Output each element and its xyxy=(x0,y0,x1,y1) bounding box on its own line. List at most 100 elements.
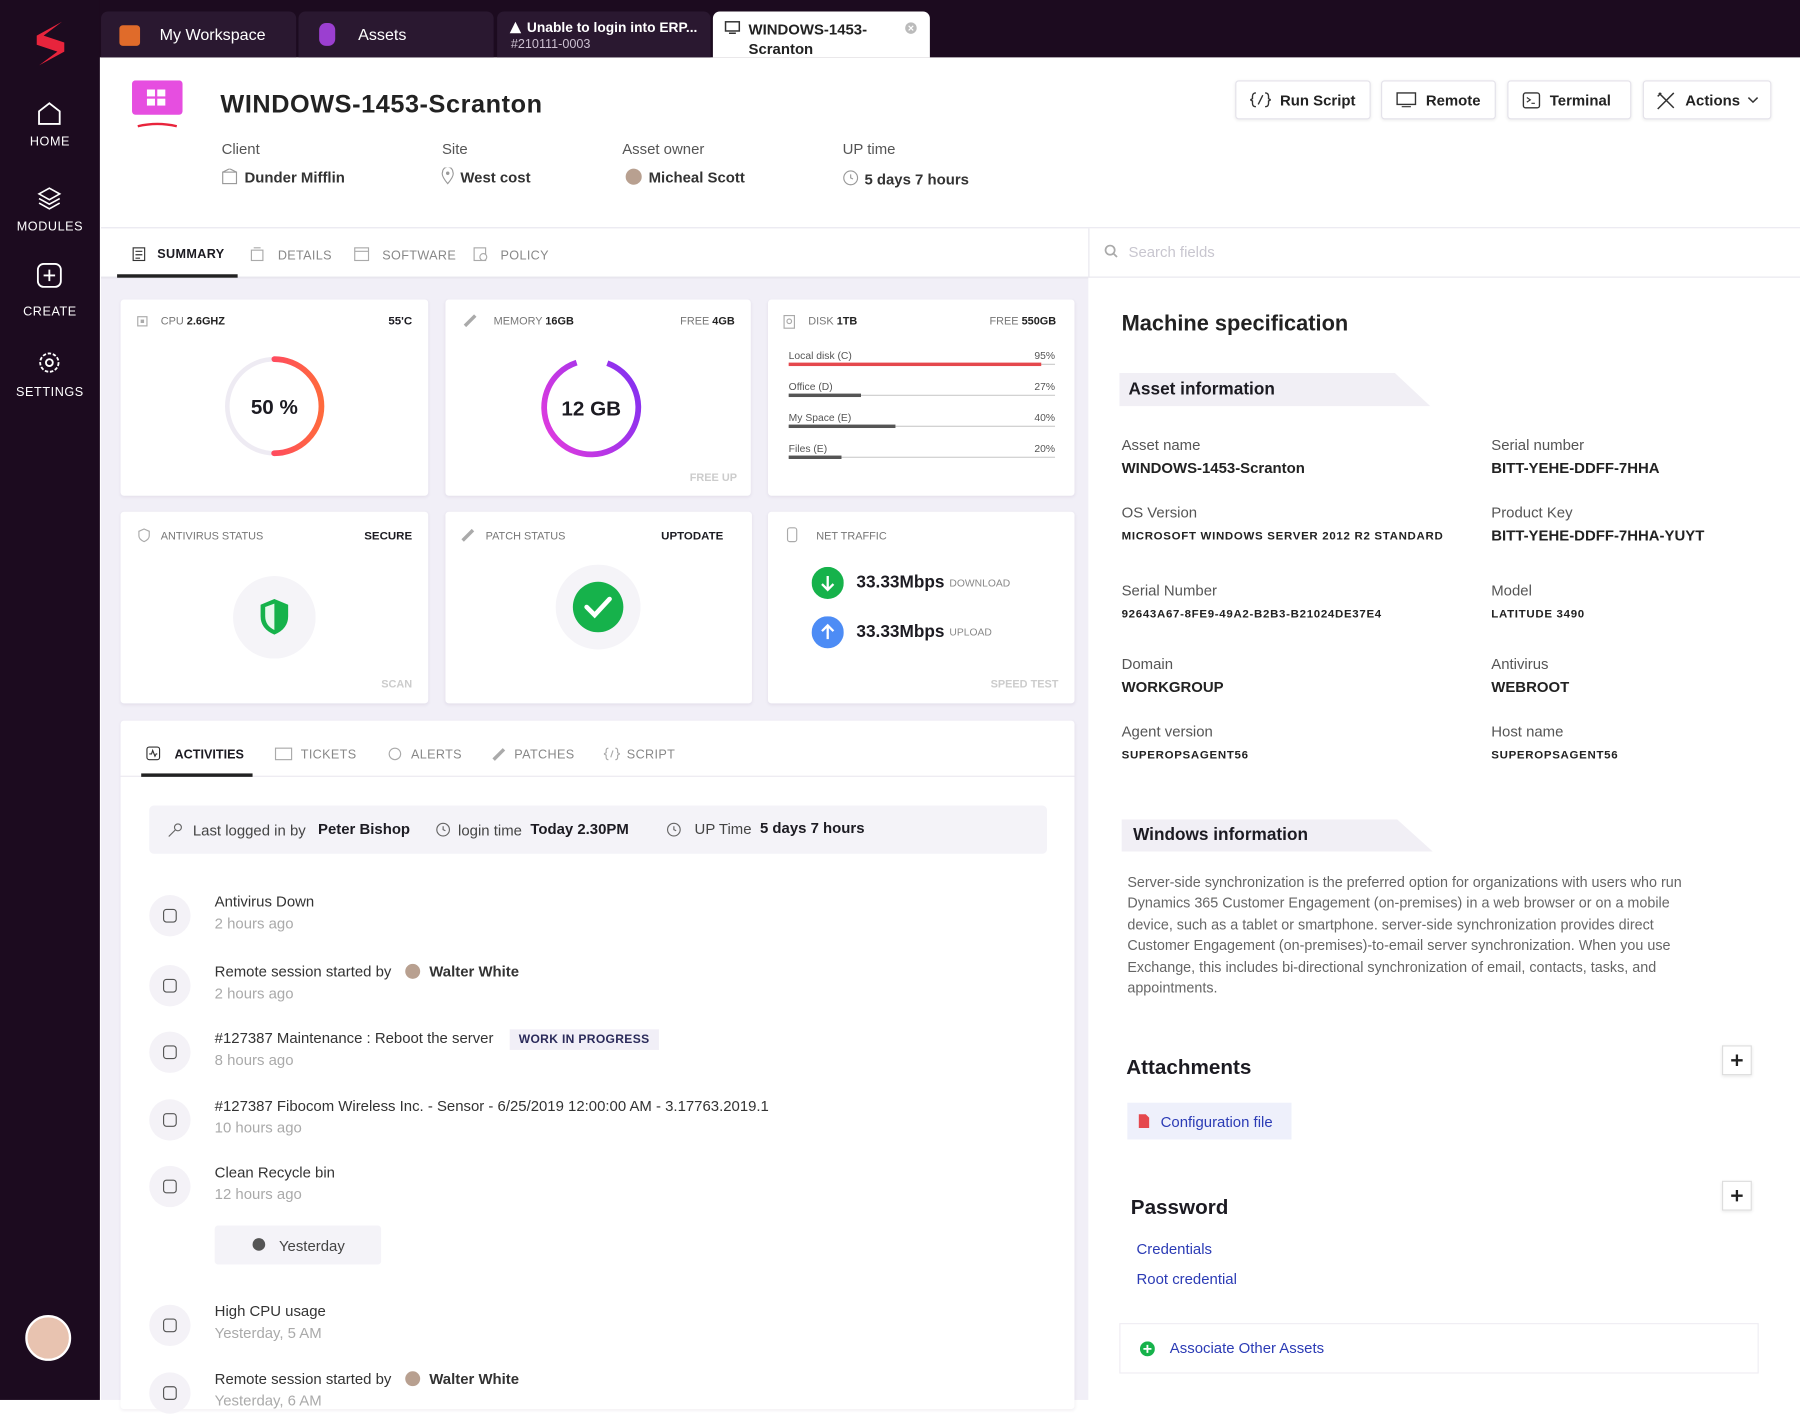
tab[interactable]: My Workspace xyxy=(101,11,297,58)
card-free: FREE 550GB xyxy=(989,316,1056,329)
drive-name: Files (E) xyxy=(788,442,828,455)
pin-icon xyxy=(441,167,454,185)
card-label: PATCH STATUS xyxy=(485,530,566,543)
speed-test-link[interactable]: SPEED TEST xyxy=(990,678,1059,691)
drive-usage: 40% xyxy=(1034,411,1056,424)
drive-track xyxy=(788,394,1056,396)
section-heading: Windows information xyxy=(1133,825,1308,845)
drive-track xyxy=(788,425,1056,427)
divider xyxy=(101,227,1800,229)
windows-info-text: Server-side synchronization is the prefe… xyxy=(1127,874,1682,997)
field-value: West cost xyxy=(460,168,531,186)
nav-item[interactable]: SETTINGS xyxy=(16,385,84,400)
card-label: DISK 1TB xyxy=(808,316,857,329)
tab[interactable]: Unable to login into ERP... #210111-0003 xyxy=(497,11,711,58)
patch-status: UPTODATE xyxy=(661,530,724,543)
tab-active[interactable]: WINDOWS-1453-Scranton xyxy=(712,11,930,58)
spec-value: SUPEROPSAGENT56 xyxy=(1121,749,1249,762)
card-label-value: 2.6GHZ xyxy=(186,315,225,329)
download-speed: 33.33Mbps xyxy=(856,572,945,593)
shield-icon xyxy=(138,528,150,543)
settings-icon xyxy=(39,352,60,373)
attachment-name: Configuration file xyxy=(1160,1113,1273,1131)
details-icon xyxy=(250,247,264,262)
login-time-label: login time xyxy=(458,821,522,839)
upload-icon xyxy=(811,616,844,649)
search-box[interactable]: Search fields xyxy=(1088,228,1800,278)
spec-value: WORKGROUP xyxy=(1121,678,1224,696)
subtab[interactable]: DETAILS xyxy=(277,249,332,263)
policy-icon xyxy=(473,247,488,262)
free-label: FREE xyxy=(680,315,710,329)
activity-icon xyxy=(149,965,191,1007)
drive-name: Local disk (C) xyxy=(788,349,852,362)
home-icon xyxy=(38,102,61,125)
drive-usage: 27% xyxy=(1034,380,1056,393)
upload-label: UPLOAD xyxy=(949,626,992,639)
nav-item[interactable]: CREATE xyxy=(23,305,77,320)
free-value: 550GB xyxy=(1021,315,1057,329)
subtab[interactable]: SOFTWARE xyxy=(382,249,457,263)
add-icon xyxy=(1139,1341,1155,1357)
search-icon xyxy=(1104,244,1118,258)
button-label: Run Script xyxy=(1280,91,1356,110)
card-free: FREE 4GB xyxy=(680,316,735,329)
activity-tab[interactable]: TICKETS xyxy=(300,748,357,762)
add-password-button[interactable] xyxy=(1722,1180,1752,1211)
actions-button[interactable]: Actions xyxy=(1642,80,1772,120)
spec-value: WINDOWS-1453-Scranton xyxy=(1121,459,1305,477)
remote-button[interactable]: Remote xyxy=(1381,80,1496,120)
activity-time: 12 hours ago xyxy=(214,1185,302,1203)
subtab[interactable]: POLICY xyxy=(500,249,549,263)
associate-row[interactable]: Associate Other Assets xyxy=(1119,1323,1759,1374)
spec-label: Domain xyxy=(1121,655,1174,673)
cpu-usage: 50 % xyxy=(250,395,298,419)
chevron xyxy=(1747,97,1759,104)
credential-link[interactable]: Credentials xyxy=(1136,1240,1213,1258)
script-icon xyxy=(603,747,620,761)
activity-tab[interactable]: SCRIPT xyxy=(626,748,676,762)
key-icon xyxy=(168,823,182,837)
activity-time: 8 hours ago xyxy=(214,1051,294,1069)
activity-time: 2 hours ago xyxy=(214,984,294,1002)
run-script-button[interactable]: Run Script xyxy=(1235,80,1371,120)
spec-value: 92643A67-8FE9-49A2-B2B3-B21024DE37E4 xyxy=(1121,608,1382,621)
credential-link[interactable]: Root credential xyxy=(1136,1270,1237,1288)
terminal-button[interactable]: Terminal xyxy=(1507,80,1632,120)
free-up-link[interactable]: FREE UP xyxy=(689,471,738,485)
scan-link[interactable]: SCAN xyxy=(381,678,413,691)
plus-icon xyxy=(1731,1054,1743,1067)
activity-tab[interactable]: PATCHES xyxy=(514,748,575,762)
attachment-chip[interactable]: Configuration file xyxy=(1127,1102,1292,1140)
add-attachment-button[interactable] xyxy=(1722,1045,1752,1076)
field-label: Client xyxy=(221,139,260,158)
net-icon xyxy=(786,527,798,543)
activity-icon xyxy=(149,1099,191,1141)
script-icon xyxy=(1250,92,1271,108)
tab[interactable]: Assets xyxy=(298,11,494,58)
drive-name: My Space (E) xyxy=(788,411,852,424)
remote-icon xyxy=(1396,92,1417,108)
close-icon[interactable] xyxy=(905,22,918,35)
user-avatar xyxy=(405,963,421,979)
activity-icon-glyph xyxy=(163,1113,177,1127)
associate-link: Associate Other Assets xyxy=(1169,1339,1325,1357)
clock-icon xyxy=(666,822,681,837)
spec-label: Antivirus xyxy=(1491,655,1549,673)
activity-text: Antivirus Down xyxy=(214,892,315,910)
warning-icon xyxy=(509,21,522,34)
activity-text: Clean Recycle bin xyxy=(214,1163,335,1181)
memory-card: MEMORY 16GB FREE 4GB 12 GB FREE UP xyxy=(445,299,751,496)
clock-icon xyxy=(843,170,859,186)
tools-icon xyxy=(1657,92,1675,110)
status-badge: WORK IN PROGRESS xyxy=(509,1029,659,1050)
nav-item[interactable]: MODULES xyxy=(16,220,84,235)
activity-tab[interactable]: ALERTS xyxy=(410,748,462,762)
subtab[interactable]: SUMMARY xyxy=(157,247,225,262)
user-avatar[interactable] xyxy=(25,1315,72,1361)
tickets-icon xyxy=(274,747,293,761)
memory-icon xyxy=(463,314,477,328)
nav-item[interactable]: HOME xyxy=(29,135,71,150)
modules-icon xyxy=(37,187,62,210)
activity-tab[interactable]: ACTIVITIES xyxy=(174,748,244,762)
